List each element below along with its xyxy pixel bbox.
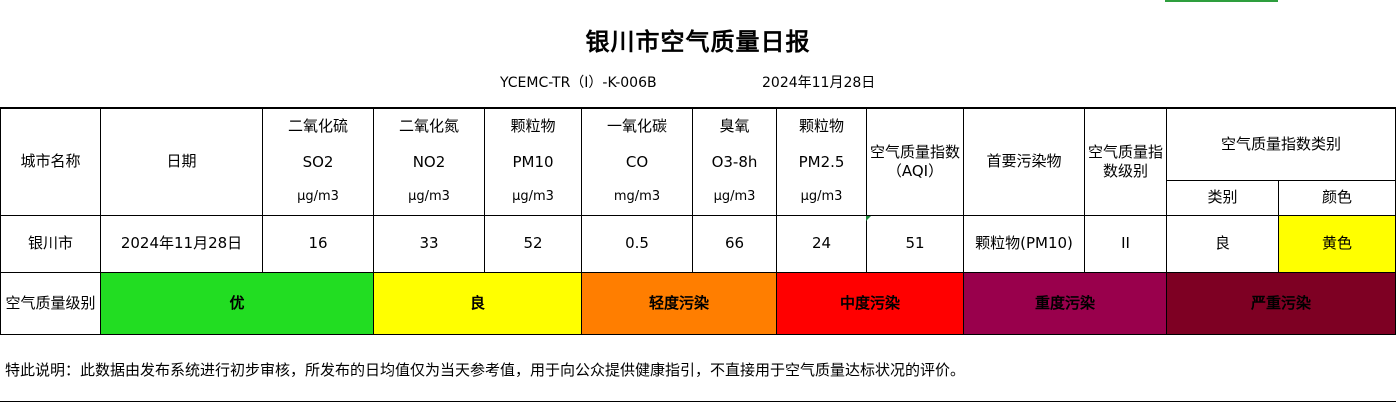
header-pm10-name: 颗粒物 <box>484 108 582 145</box>
header-date: 日期 <box>100 108 263 216</box>
header-so2-formula: SO2 <box>262 144 374 181</box>
header-pm25-name: 颗粒物 <box>776 108 867 145</box>
header-no2-formula: NO2 <box>373 144 485 181</box>
cell-date: 2024年11月28日 <box>100 215 263 273</box>
header-o3-name: 臭氧 <box>692 108 777 145</box>
header-primary: 首要污染物 <box>963 108 1085 216</box>
header-no2-name: 二氧化氮 <box>373 108 485 145</box>
header-so2-name: 二氧化硫 <box>262 108 374 145</box>
report-date: 2024年11月28日 <box>762 75 876 91</box>
disclaimer-text: 特此说明：此数据由发布系统进行初步审核，所发布的日均值仅为当天参考值，用于向公众… <box>5 361 966 379</box>
header-co-formula: CO <box>581 144 693 181</box>
cell-pm25: 24 <box>776 215 867 273</box>
level-heavy-pollution: 重度污染 <box>963 272 1167 335</box>
header-so2-unit: μg/m3 <box>262 180 374 216</box>
report-code: YCEMC-TR（I）-K-006B <box>500 75 657 91</box>
header-pm25-formula: PM2.5 <box>776 144 867 181</box>
cell-comment-marker <box>866 216 871 221</box>
cell-category-color: 黄色 <box>1278 215 1396 273</box>
level-moderate-pollution: 中度污染 <box>776 272 964 335</box>
cell-category: 良 <box>1166 215 1279 273</box>
header-o3-formula: O3-8h <box>692 144 777 181</box>
header-pm10-unit: μg/m3 <box>484 180 582 216</box>
level-excellent: 优 <box>100 272 374 335</box>
cell-level: II <box>1084 215 1167 273</box>
cell-aqi: 51 <box>866 215 964 273</box>
cell-o3: 66 <box>692 215 777 273</box>
levels-label: 空气质量级别 <box>0 272 101 335</box>
header-category-type: 类别 <box>1166 180 1279 216</box>
cell-pm10: 52 <box>484 215 582 273</box>
disclaimer-note: 特此说明：此数据由发布系统进行初步审核，所发布的日均值仅为当天参考值，用于向公众… <box>0 335 1396 402</box>
header-pm10-formula: PM10 <box>484 144 582 181</box>
sheet-tab-indicator <box>1165 0 1278 2</box>
air-quality-table: 城市名称 日期 二氧化硫 二氧化氮 颗粒物 一氧化碳 臭氧 颗粒物 空气质量指数… <box>0 108 1396 335</box>
header-no2-unit: μg/m3 <box>373 180 485 216</box>
report-title: 银川市空气质量日报 <box>585 28 811 56</box>
header-aqi: 空气质量指数（AQI） <box>866 108 964 216</box>
cell-primary: 颗粒物(PM10) <box>963 215 1085 273</box>
header-o3-unit: μg/m3 <box>692 180 777 216</box>
header-co-unit: mg/m3 <box>581 180 693 216</box>
header-category: 空气质量指数类别 <box>1166 108 1396 181</box>
level-good: 良 <box>373 272 582 335</box>
cell-co: 0.5 <box>581 215 693 273</box>
header-divider <box>0 107 1396 108</box>
level-light-pollution: 轻度污染 <box>581 272 777 335</box>
header-co-name: 一氧化碳 <box>581 108 693 145</box>
level-severe-pollution: 严重污染 <box>1166 272 1396 335</box>
header-level: 空气质量指数级别 <box>1084 108 1167 216</box>
header-pm25-unit: μg/m3 <box>776 180 867 216</box>
header-city: 城市名称 <box>0 108 101 216</box>
cell-city: 银川市 <box>0 215 101 273</box>
cell-no2: 33 <box>373 215 485 273</box>
header-category-color: 颜色 <box>1278 180 1396 216</box>
cell-so2: 16 <box>262 215 374 273</box>
